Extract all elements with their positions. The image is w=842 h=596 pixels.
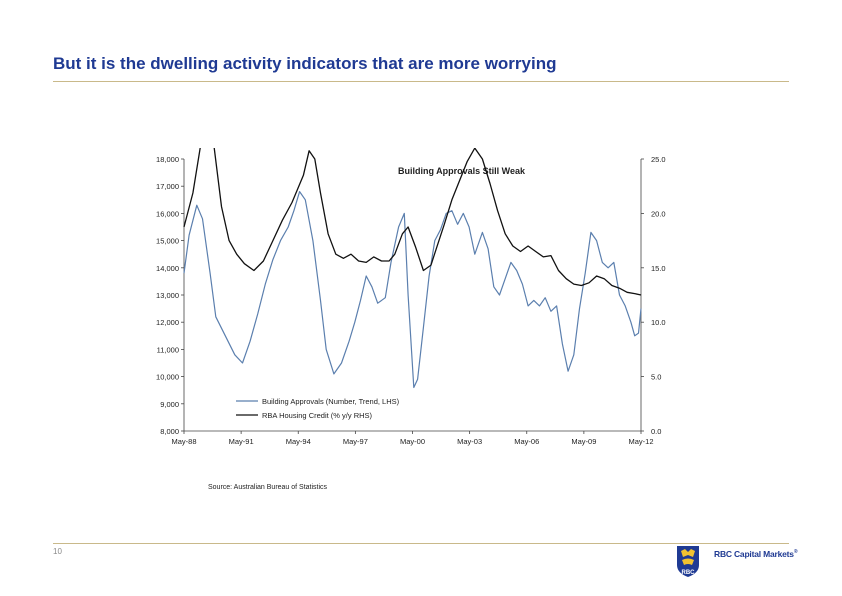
brand-name: RBC Capital Markets® (714, 549, 798, 559)
left-tick-label: 12,000 (156, 318, 179, 327)
x-tick-label: May-09 (571, 437, 596, 446)
left-axis: 8,000 9,000 10,000 11,000 12,000 13,000 14,000… (156, 155, 185, 436)
right-tick-label: 0.0 (651, 427, 661, 436)
title-divider (53, 81, 789, 82)
left-tick-label: 15,000 (156, 237, 179, 246)
right-axis: 0.0 5.0 10.0 15.0 20.0 25.0 (640, 155, 666, 436)
logo-text: RBC (682, 570, 696, 576)
x-tick-label: May-00 (400, 437, 425, 446)
legend: Building Approvals (Number, Trend, LHS) … (236, 397, 400, 420)
left-tick-label: 13,000 (156, 291, 179, 300)
right-tick-label: 20.0 (651, 209, 666, 218)
x-tick-label: May-12 (628, 437, 653, 446)
legend-label-approvals: Building Approvals (Number, Trend, LHS) (262, 397, 400, 406)
plot-area (184, 159, 641, 431)
brand-mark: ® (793, 549, 798, 556)
rbc-lion-shield-icon: RBC (677, 546, 699, 577)
x-tick-label: May-03 (457, 437, 482, 446)
left-tick-label: 16,000 (156, 209, 179, 218)
line-chart: Building Approvals Still Weak 8,000 9,000… (156, 148, 666, 446)
left-tick-label: 10,000 (156, 373, 179, 382)
series-layer (183, 148, 642, 389)
chart-title: Building Approvals Still Weak (398, 166, 526, 176)
right-tick-label: 25.0 (651, 155, 666, 164)
page-number: 10 (53, 547, 62, 556)
x-tick-label: May-97 (343, 437, 368, 446)
right-tick-label: 5.0 (651, 373, 661, 382)
footer-divider (53, 543, 789, 544)
series-line-approvals (183, 190, 642, 389)
left-tick-label: 9,000 (160, 400, 179, 409)
page-title: But it is the dwelling activity indicato… (53, 54, 557, 73)
x-tick-label: May-91 (229, 437, 254, 446)
left-tick-label: 14,000 (156, 264, 179, 273)
right-tick-label: 10.0 (651, 318, 666, 327)
left-tick-label: 11,000 (157, 345, 179, 354)
series-line-credit (183, 148, 642, 296)
source-note: Source: Australian Bureau of Statistics (208, 484, 328, 491)
x-tick-label: May-06 (514, 437, 539, 446)
x-axis: May-88 May-91 May-94 May-97 May-00 May-03 May-… (171, 430, 654, 446)
left-tick-label: 18,000 (156, 155, 179, 164)
legend-label-credit: RBA Housing Credit (% y/y RHS) (262, 411, 373, 420)
x-tick-label: May-88 (171, 437, 196, 446)
brand-label: RBC Capital Markets (714, 549, 794, 559)
right-tick-label: 15.0 (651, 264, 666, 273)
left-tick-label: 8,000 (160, 427, 179, 436)
x-tick-label: May-94 (286, 437, 311, 446)
left-tick-label: 17,000 (156, 182, 179, 191)
